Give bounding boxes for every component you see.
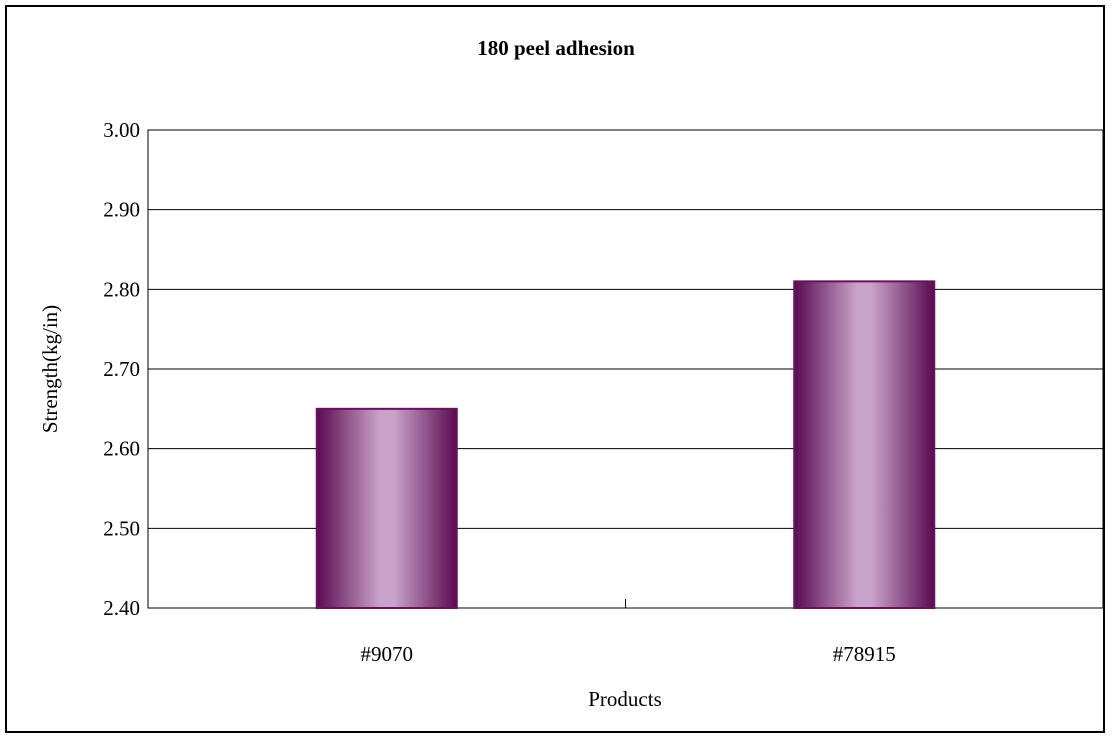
y-tick-label: 2.80 [103, 277, 140, 301]
y-tick-label: 2.40 [103, 596, 140, 620]
chart-title: 180 peel adhesion [477, 36, 635, 60]
gridlines [148, 209, 1103, 529]
y-tick-label: 3.00 [103, 118, 140, 142]
y-tick-label: 2.50 [103, 516, 140, 540]
bar-78915 [793, 280, 936, 609]
x-tick-label: #78915 [833, 642, 896, 666]
x-tick-label: #9070 [361, 642, 414, 666]
x-axis-label: Products [588, 687, 662, 711]
x-tick-labels: #9070 #78915 [361, 599, 896, 666]
y-tick-label: 2.70 [103, 357, 140, 381]
bar-9070 [315, 407, 458, 610]
bars [315, 280, 936, 610]
y-tick-labels: 2.40 2.50 2.60 2.70 2.80 2.90 3.00 [103, 118, 140, 620]
y-tick-label: 2.90 [103, 198, 140, 222]
y-axis-label: Strength(kg/in) [38, 305, 62, 433]
y-tick-label: 2.60 [103, 437, 140, 461]
